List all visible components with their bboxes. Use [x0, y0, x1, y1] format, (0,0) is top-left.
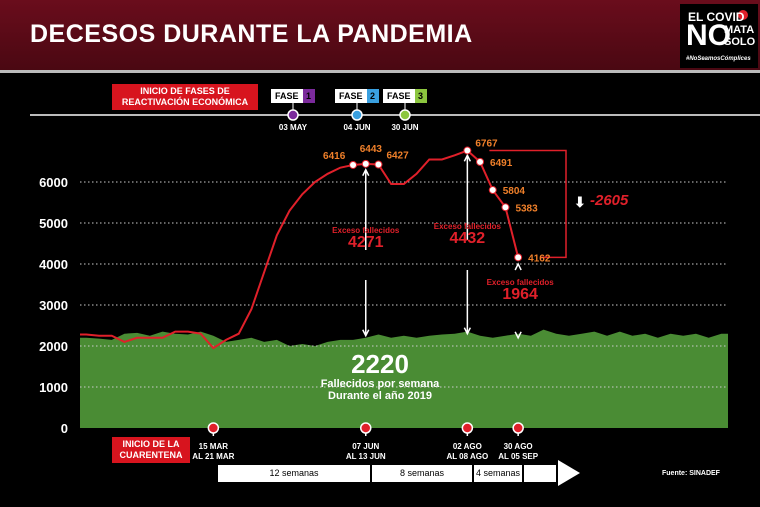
logo-line1: EL COVID: [688, 10, 745, 24]
data-label: 5804: [503, 186, 526, 197]
y-tick-label: 0: [61, 421, 68, 436]
phase-marker: [287, 109, 299, 121]
baseline-annotation: 2220 Fallecidos por semana Durante el añ…: [300, 350, 460, 402]
arrow-head: [514, 262, 522, 271]
logo-no: NO: [686, 19, 731, 52]
phase-3-badge: FASE 3: [383, 89, 427, 103]
phase-2-badge: FASE 2: [335, 89, 379, 103]
phase-date: 04 JUN: [343, 123, 371, 132]
arrow-head: [463, 327, 472, 336]
arrow-head: [362, 168, 370, 177]
excess-annotation: Exceso fallecidos 4432: [433, 222, 501, 247]
quarantine-marker: [207, 422, 220, 434]
arrow-head: [362, 329, 370, 338]
data-point: [374, 160, 383, 169]
segment-4: 4 semanas: [474, 465, 522, 482]
data-label: 6443: [360, 144, 383, 155]
y-tick-label: 1000: [39, 380, 68, 395]
data-point: [476, 157, 485, 166]
baseline-line2: Durante el año 2019: [328, 390, 432, 402]
baseline-value: 2220: [351, 349, 409, 379]
logo-hashtag: #NoSeamosCómplices: [686, 56, 751, 62]
data-point: [463, 146, 472, 155]
quarantine-marker-label: 15 MAR AL 21 MAR: [192, 442, 235, 461]
y-tick-label: 5000: [39, 216, 68, 231]
data-label: 6767: [475, 139, 498, 150]
data-label: 6491: [490, 158, 513, 169]
quarantine-marker-label: 02 AGO AL 08 AGO: [446, 442, 489, 461]
phase-marker: [399, 109, 411, 121]
data-label: 6427: [386, 150, 409, 161]
data-point: [349, 160, 358, 169]
series-2019-area: [80, 329, 728, 428]
phases-label: INICIO DE FASES DE REACTIVACIÓN ECONÓMIC…: [112, 84, 258, 110]
excess-annotation: Exceso fallecidos 4271: [332, 226, 400, 251]
data-label: 4162: [528, 253, 551, 264]
arrow-head: [463, 153, 472, 162]
segment-8: 8 semanas: [372, 465, 472, 482]
y-tick-label: 3000: [39, 298, 68, 313]
data-point: [514, 253, 523, 262]
y-tick-label: 4000: [39, 257, 68, 272]
phase-date: 30 JUN: [391, 123, 419, 132]
drop-bracket: [489, 149, 567, 259]
data-point: [501, 203, 510, 212]
virus-icon: [738, 10, 748, 20]
data-point: [361, 159, 370, 168]
arrow-head: [514, 331, 522, 340]
segment-12: 12 semanas: [218, 465, 370, 482]
y-tick-label: 2000: [39, 339, 68, 354]
baseline-line1: Fallecidos por semana: [320, 378, 440, 390]
page-title: DECESOS DURANTE LA PANDEMIA: [30, 20, 473, 48]
quarantine-marker-label: 07 JUN AL 13 JUN: [345, 442, 386, 461]
phase-marker: [351, 109, 363, 121]
data-label: 5383: [515, 203, 538, 214]
series-2020-line: [80, 149, 520, 350]
drop-value: -2605: [590, 192, 629, 209]
logo-mata-solo: MATA SOLO: [724, 24, 756, 48]
logo: EL COVID NO MATA SOLO #NoSeamosCómplices: [680, 4, 758, 68]
source: Fuente: SINADEF: [662, 470, 720, 477]
down-arrow-icon: ⬇: [574, 194, 586, 210]
header: DECESOS DURANTE LA PANDEMIA EL COVID NO …: [0, 0, 760, 73]
segment-remaining: [524, 465, 556, 482]
quarantine-marker-label: 30 AGO AL 05 SEP: [498, 442, 539, 461]
phase-date: 03 MAY: [278, 123, 308, 132]
quarantine-label: INICIO DE LA CUARENTENA: [112, 437, 190, 463]
quarantine-marker: [512, 422, 524, 434]
arrow-icon: [558, 460, 580, 486]
data-point: [488, 186, 497, 195]
phase-1-badge: FASE 1: [271, 89, 315, 103]
quarantine-marker: [360, 422, 372, 434]
excess-annotation: Exceso fallecidos 1964: [486, 278, 554, 303]
data-label: 6416: [323, 151, 346, 162]
quarantine-marker: [461, 422, 474, 434]
y-tick-label: 6000: [39, 175, 68, 190]
